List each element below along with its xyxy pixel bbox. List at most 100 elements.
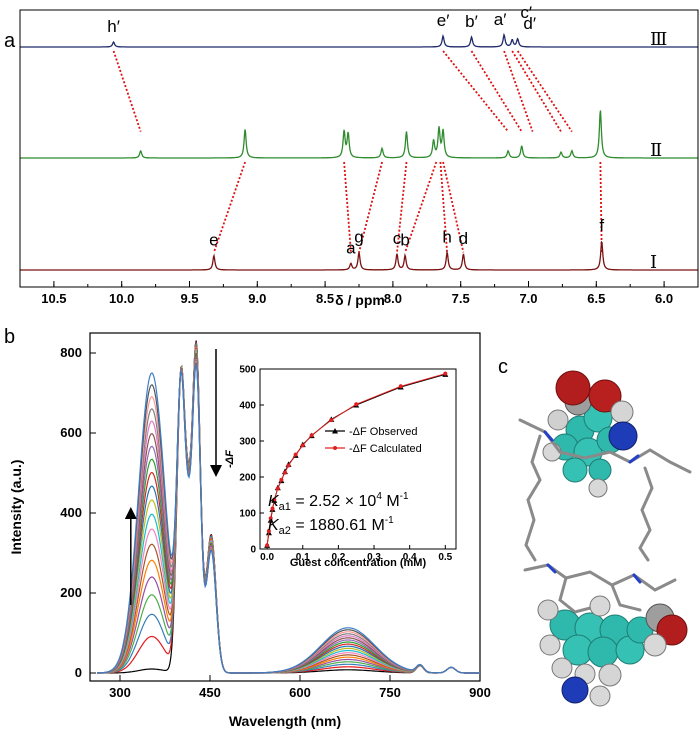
inset-calculated-point bbox=[266, 529, 271, 533]
shift-connection-line bbox=[511, 50, 562, 133]
peak-label: b bbox=[400, 231, 409, 250]
atom-sphere bbox=[608, 421, 638, 451]
peak-label: d′ bbox=[523, 14, 536, 33]
atom-sphere bbox=[573, 437, 603, 467]
inset-axes: 0.0 0.1 0.2 0.3 0.4 0.5 0 100 200 300 400 500 bbox=[239, 365, 452, 564]
ka1-unit-exponent: -1 bbox=[400, 491, 409, 502]
inset-legend: -ΔF Observed -ΔF Calculated bbox=[325, 426, 422, 455]
ka2-symbol: K bbox=[268, 517, 280, 534]
inset-calculated-point bbox=[286, 463, 291, 468]
inset-y-tick-label: 500 bbox=[239, 365, 256, 376]
atom-sphere bbox=[562, 457, 588, 483]
atom-sphere bbox=[547, 409, 569, 431]
legend-entry: -ΔF Observed bbox=[349, 426, 417, 438]
inset-calculated-point bbox=[265, 543, 270, 548]
ka1-annotation: Ka1 = 2.52 × 104 M-1 bbox=[268, 491, 409, 513]
trend-arrows bbox=[124, 349, 222, 605]
inset-x-axis-title: Guest concentration (mM) bbox=[290, 557, 427, 569]
inset-calculated-point bbox=[282, 470, 287, 475]
peak-label: e′ bbox=[437, 11, 450, 30]
x-tick-label: 9.0 bbox=[248, 291, 266, 306]
fluorescence-y-axis-title: Intensity (a.u.) bbox=[8, 460, 24, 555]
x-tick-label: 600 bbox=[289, 685, 311, 700]
host-nitrogen-bonds bbox=[543, 430, 642, 584]
x-tick-label: 750 bbox=[379, 685, 401, 700]
inset-x-tick-label: 0.4 bbox=[403, 552, 417, 563]
inset-calculated-point bbox=[268, 516, 273, 521]
spectrum-label: Ⅱ bbox=[650, 140, 662, 160]
x-tick-label: 300 bbox=[109, 685, 131, 700]
ka2-subscript: a2 bbox=[279, 525, 291, 537]
x-tick-label: 8.5 bbox=[316, 291, 334, 306]
x-tick-label: 900 bbox=[469, 685, 491, 700]
shift-connection-line bbox=[112, 50, 142, 132]
inset-y-tick-label: 100 bbox=[239, 509, 256, 520]
y-tick-label: 600 bbox=[60, 425, 82, 440]
molecular-model-illustration bbox=[518, 370, 692, 707]
inset-calculated-point bbox=[272, 497, 277, 502]
inset-x-tick-label: 0.2 bbox=[331, 552, 345, 563]
inset-x-tick-label: 0.1 bbox=[296, 552, 310, 563]
nmr-x-axis-title: δ / ppm bbox=[335, 292, 385, 308]
panel-label-a: a bbox=[4, 30, 16, 52]
ka2-exponent: -1 bbox=[385, 515, 394, 526]
ka2-value: = 1880.61 M bbox=[291, 517, 385, 534]
shift-connection-line bbox=[470, 50, 523, 133]
x-tick-label: 9.5 bbox=[180, 291, 198, 306]
panel-label-c: c bbox=[498, 356, 508, 378]
inset-calculated-point bbox=[398, 384, 403, 389]
x-tick-label: 6.0 bbox=[655, 291, 673, 306]
inset-calculated-point bbox=[329, 418, 334, 423]
x-tick-label: 8.0 bbox=[384, 291, 402, 306]
titration-inset: 0.0 0.1 0.2 0.3 0.4 0.5 0 100 200 300 400 500 Guest… bbox=[224, 365, 457, 569]
fluorescence-plot-frame bbox=[89, 332, 481, 682]
peak-label: a bbox=[346, 239, 356, 258]
peak-label: b′ bbox=[465, 12, 478, 31]
fluorescence-axes: 300 450 600 750 900 0 200 400 600 800 bbox=[60, 345, 491, 700]
inset-x-tick-label: 0.5 bbox=[438, 552, 452, 563]
atom-sphere bbox=[589, 685, 611, 707]
ka1-unit: M bbox=[382, 493, 400, 510]
x-tick-label: 10.0 bbox=[109, 291, 134, 306]
atom-sphere bbox=[555, 370, 591, 406]
atom-sphere bbox=[561, 676, 589, 704]
atom-sphere bbox=[539, 634, 561, 656]
y-tick-label: 200 bbox=[60, 585, 82, 600]
legend-entry: -ΔF Calculated bbox=[349, 443, 422, 455]
atom-sphere bbox=[537, 599, 559, 621]
atom-sphere bbox=[610, 400, 634, 424]
ka2-annotation: Ka2 = 1880.61 M-1 bbox=[268, 515, 394, 537]
inset-calculated-point bbox=[309, 433, 314, 438]
shift-connection-line bbox=[442, 50, 509, 133]
x-tick-label: 6.5 bbox=[587, 291, 605, 306]
inset-calculated-point bbox=[275, 486, 280, 491]
legend-marker bbox=[333, 446, 337, 450]
ka1-value: = 2.52 × 10 bbox=[291, 493, 377, 510]
nmr-x-axis: 10.5 10.0 9.5 9.0 8.5 8.0 7.5 7.0 6.5 6.0 bbox=[19, 9, 699, 306]
shift-connection-line bbox=[343, 161, 352, 253]
panel-label-b: b bbox=[4, 326, 15, 348]
shift-connection-line bbox=[503, 50, 534, 132]
inset-calculated-point bbox=[443, 371, 448, 376]
inset-x-tick-label: 0.0 bbox=[260, 552, 274, 563]
atom-sphere bbox=[588, 458, 612, 482]
peak-shift-connections bbox=[112, 50, 603, 253]
shift-connection-line bbox=[442, 161, 465, 253]
y-tick-label: 400 bbox=[60, 505, 82, 520]
peak-label: a′ bbox=[494, 10, 507, 29]
ka1-subscript: a1 bbox=[279, 501, 291, 513]
x-tick-label: 10.5 bbox=[41, 291, 66, 306]
atom-sphere bbox=[589, 595, 611, 617]
shift-connection-line bbox=[439, 161, 448, 253]
inset-y-axis-title: -ΔF bbox=[224, 450, 236, 468]
inset-y-tick-label: 200 bbox=[239, 473, 256, 484]
y-tick-label: 800 bbox=[60, 345, 82, 360]
spectrum-line bbox=[20, 32, 698, 48]
spectrum-label: Ⅰ bbox=[650, 252, 657, 272]
peak-label: d bbox=[459, 229, 468, 248]
atom-sphere bbox=[587, 636, 619, 668]
